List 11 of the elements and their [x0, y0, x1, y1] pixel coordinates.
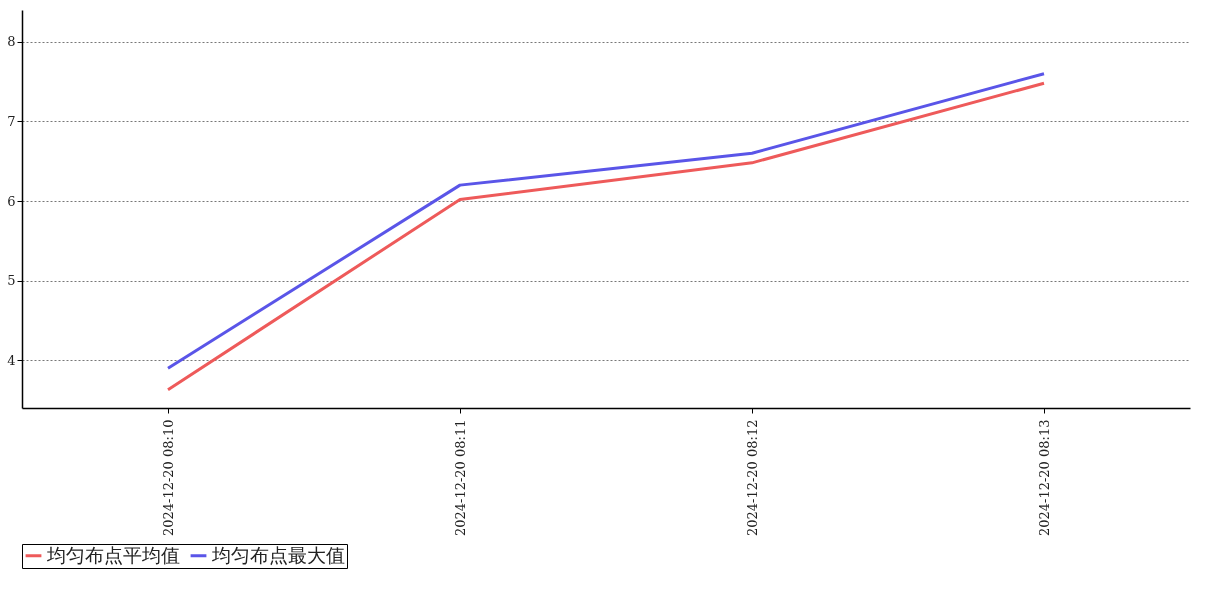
x-tick-label: 2024-12-20 08:10	[160, 419, 176, 537]
x-tick-label: 2024-12-20 08:13	[1036, 419, 1052, 537]
y-tick-label: 6	[7, 193, 16, 209]
legend-label: 均匀布点平均值	[46, 543, 180, 566]
y-tick-label: 8	[7, 34, 16, 50]
x-tick-label: 2024-12-20 08:11	[452, 419, 468, 537]
x-tick-label: 2024-12-20 08:12	[744, 419, 760, 537]
y-tick-label: 7	[7, 113, 16, 129]
y-tick-label: 4	[7, 352, 16, 368]
y-tick-label: 5	[7, 273, 16, 289]
legend-label: 均匀布点最大值	[211, 543, 345, 566]
